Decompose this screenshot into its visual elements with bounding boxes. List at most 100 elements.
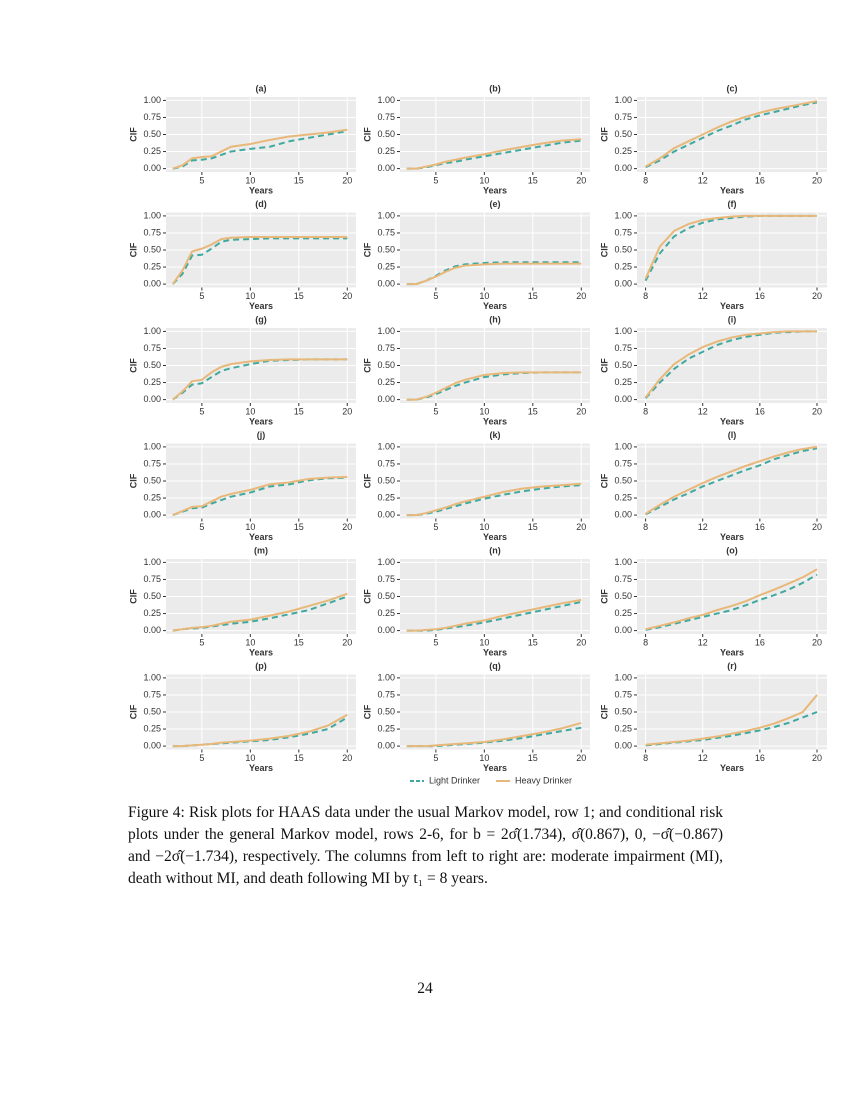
x-tick-label: 15 xyxy=(528,175,538,185)
y-tick-label: 0.25 xyxy=(614,723,632,733)
x-tick-label: 20 xyxy=(812,175,822,185)
y-tick-label: 1.00 xyxy=(143,326,161,336)
series-line xyxy=(172,128,348,170)
y-tick-label: 0.50 xyxy=(377,129,395,139)
x-tick-label: 8 xyxy=(643,637,648,647)
y-tick-label: 0.50 xyxy=(614,129,632,139)
caption: Figure 4: Risk plots for HAAS data under… xyxy=(128,804,723,887)
y-tick-label: 1.00 xyxy=(614,210,632,220)
series-line xyxy=(406,598,582,632)
panel-title: (g) xyxy=(255,314,267,324)
x-axis-label: Years xyxy=(720,185,744,195)
y-tick-label: 0.25 xyxy=(143,146,161,156)
y-axis-label: CIF xyxy=(362,242,372,257)
x-tick-label: 5 xyxy=(199,637,204,647)
y-tick-label: 1.00 xyxy=(377,326,395,336)
x-tick-label: 16 xyxy=(755,406,765,416)
y-tick-label: 0.75 xyxy=(143,574,161,584)
x-tick-label: 20 xyxy=(342,406,352,416)
panel-title: (e) xyxy=(490,199,501,209)
x-tick-label: 15 xyxy=(294,291,304,301)
y-tick-label: 0.75 xyxy=(143,112,161,122)
x-tick-label: 20 xyxy=(342,291,352,301)
x-tick-label: 10 xyxy=(479,291,489,301)
y-tick-label: 0.25 xyxy=(143,723,161,733)
y-tick-label: 0.75 xyxy=(377,343,395,353)
panel-title: (q) xyxy=(489,661,501,671)
y-tick-label: 0.25 xyxy=(143,377,161,387)
y-axis-label: CIF xyxy=(599,127,609,142)
panel-title: (c) xyxy=(727,83,738,93)
y-tick-label: 0.75 xyxy=(143,343,161,353)
x-tick-label: 8 xyxy=(643,175,648,185)
x-tick-label: 15 xyxy=(528,637,538,647)
y-tick-label: 0.00 xyxy=(614,394,632,404)
series-line xyxy=(172,358,348,401)
y-axis-label: CIF xyxy=(599,242,609,257)
y-tick-label: 0.25 xyxy=(143,608,161,618)
x-axis-label: Years xyxy=(483,301,507,311)
y-axis-label: CIF xyxy=(128,242,138,257)
y-tick-label: 1.00 xyxy=(143,210,161,220)
y-tick-label: 0.75 xyxy=(143,227,161,237)
x-tick-label: 16 xyxy=(755,291,765,301)
y-tick-label: 0.25 xyxy=(614,261,632,271)
x-tick-label: 20 xyxy=(576,522,586,532)
y-axis-label: CIF xyxy=(599,473,609,488)
x-axis-label: Years xyxy=(249,532,273,542)
y-tick-label: 0.50 xyxy=(377,244,395,254)
panel-title: (l) xyxy=(728,430,737,440)
y-tick-label: 0.75 xyxy=(614,112,632,122)
series-line xyxy=(645,100,818,168)
x-axis-label: Years xyxy=(720,763,744,773)
y-tick-label: 0.00 xyxy=(143,163,161,173)
x-tick-label: 10 xyxy=(479,753,489,763)
series-line xyxy=(644,214,817,280)
series-line xyxy=(171,236,348,285)
y-axis-label: CIF xyxy=(362,358,372,373)
x-tick-label: 8 xyxy=(643,522,648,532)
x-tick-label: 10 xyxy=(245,175,255,185)
x-tick-label: 8 xyxy=(643,291,648,301)
y-tick-label: 0.75 xyxy=(143,458,161,468)
panel-title: (h) xyxy=(489,314,501,324)
y-tick-label: 0.50 xyxy=(614,475,632,485)
page-number: 24 xyxy=(417,980,433,997)
y-tick-label: 0.00 xyxy=(614,740,632,750)
x-tick-label: 15 xyxy=(528,522,538,532)
y-tick-label: 1.00 xyxy=(614,326,632,336)
x-axis-label: Years xyxy=(249,647,273,657)
y-tick-label: 0.75 xyxy=(614,458,632,468)
series-line xyxy=(406,482,582,517)
x-tick-label: 12 xyxy=(698,522,708,532)
y-axis-label: CIF xyxy=(362,473,372,488)
y-tick-label: 0.25 xyxy=(377,608,395,618)
x-tick-label: 20 xyxy=(342,753,352,763)
x-tick-label: 20 xyxy=(342,522,352,532)
x-tick-label: 5 xyxy=(199,522,204,532)
series-line xyxy=(645,101,818,169)
series-line xyxy=(406,721,582,748)
y-tick-label: 0.25 xyxy=(143,492,161,502)
series-line xyxy=(645,445,818,515)
y-axis-label: CIF xyxy=(128,127,138,142)
x-axis-label: Years xyxy=(483,532,507,542)
y-axis-label: CIF xyxy=(362,127,372,142)
y-tick-label: 0.00 xyxy=(614,509,632,519)
y-tick-label: 0.25 xyxy=(377,492,395,502)
x-tick-label: 20 xyxy=(812,291,822,301)
x-tick-label: 5 xyxy=(433,291,438,301)
x-tick-label: 10 xyxy=(245,522,255,532)
y-axis-label: CIF xyxy=(128,473,138,488)
x-tick-label: 8 xyxy=(643,753,648,763)
x-tick-label: 10 xyxy=(245,291,255,301)
legend-label: Heavy Drinker xyxy=(515,775,572,785)
y-tick-label: 0.00 xyxy=(377,509,395,519)
y-axis-label: CIF xyxy=(362,589,372,604)
x-tick-label: 5 xyxy=(433,522,438,532)
x-tick-label: 5 xyxy=(433,753,438,763)
y-tick-label: 0.50 xyxy=(143,129,161,139)
x-tick-label: 16 xyxy=(755,637,765,647)
x-tick-label: 10 xyxy=(245,753,255,763)
